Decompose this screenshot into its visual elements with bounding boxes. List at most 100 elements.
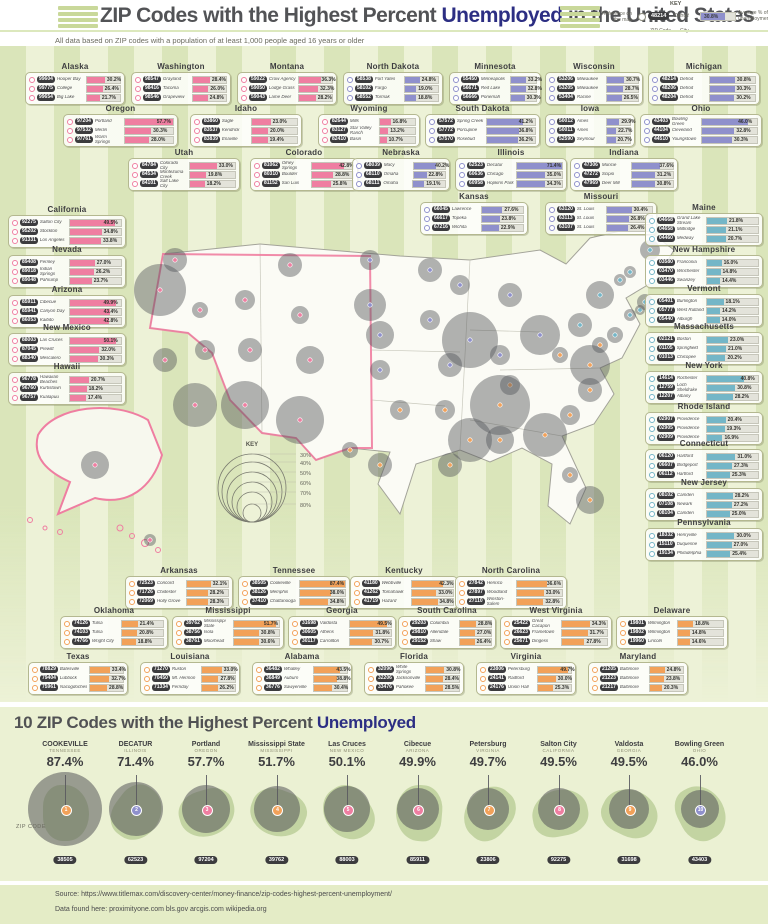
zip-row: 53205 Milwaukee 28.7% — [549, 84, 639, 93]
pct-label: 34.3% — [591, 620, 606, 627]
map-marker-dot — [627, 269, 633, 275]
zip-row: 67216 Wichita 22.9% — [424, 223, 524, 232]
zip-pill: 59050 — [249, 85, 267, 92]
map-reference-icon — [347, 85, 353, 92]
state-box: 38505 Cookeville 87.4% 38126 Memphis 38.0% 374… — [238, 576, 350, 609]
zip-pill: 99604 — [37, 76, 55, 83]
pct-label: 27.8% — [220, 675, 235, 682]
page-title-highlight: Unemployed — [441, 4, 564, 27]
unemployment-bar — [425, 666, 445, 673]
unemployment-bar — [516, 589, 544, 596]
top10-title: 10 ZIP Codes with the Highest Percent Un… — [14, 713, 416, 733]
bubble-layer — [81, 240, 660, 546]
bar-track: 20.7% — [705, 234, 759, 243]
pct-label: 30.3% — [99, 355, 114, 362]
zip-row: 47306 Muncie 37.6% — [574, 161, 674, 170]
unemployment-bar — [481, 206, 503, 213]
city-label: Mescalero — [39, 356, 61, 361]
zip-pill: 63120 — [557, 206, 575, 213]
unemployment-bar — [189, 171, 206, 178]
key-scale-circle — [242, 503, 262, 523]
city-label: Ames — [576, 119, 589, 124]
bar-track: 43.4% — [68, 307, 122, 316]
map-reference-icon — [322, 136, 328, 143]
bar-track: 34.3% — [515, 179, 563, 188]
city-label: Chattanooga — [269, 599, 296, 604]
map-marker-dot — [557, 352, 563, 358]
pct-label: 43.4% — [103, 308, 118, 315]
zip-pill: 83839 — [202, 136, 220, 143]
zip-pill: 30117 — [300, 638, 318, 645]
bar-track: 57.7% — [123, 117, 174, 126]
city-label: Detroit — [679, 86, 694, 91]
unemployment-bar — [649, 666, 665, 673]
unemployment-bar — [706, 345, 727, 352]
bar-track: 34.8% — [68, 227, 122, 236]
city-label: Moorhead — [203, 639, 225, 644]
unemployment-bar — [537, 684, 553, 691]
city-label: Omaha — [383, 181, 399, 186]
city-label: Milwaukee — [576, 77, 599, 82]
city-label: Henrico — [486, 581, 503, 586]
pct-label: 20.7% — [617, 136, 632, 143]
zip-row: 39762 Mississippi State 51.7% — [176, 619, 280, 628]
rank-dot: 8 — [554, 804, 565, 816]
map-reference-icon — [644, 127, 650, 134]
zip-pill: 62523 — [467, 162, 485, 169]
state-box: 83860 Sagle 23.0% 83537 Kendrick 20.0% 83839 En… — [190, 114, 302, 147]
zip-row: 71270 Ruston 33.0% — [144, 665, 238, 674]
pct-label: 30.7% — [374, 638, 389, 645]
zip-pill: 97204 — [75, 118, 93, 125]
map-bubble — [568, 313, 592, 337]
city-label: Baltimore — [619, 676, 639, 681]
zip-row: 87045 Prewitt 32.0% — [12, 345, 122, 354]
city-label: Mills — [349, 119, 359, 124]
city-label: Grayland — [162, 77, 182, 82]
unemployment-bar — [561, 629, 588, 636]
map-bubble — [81, 451, 109, 479]
zip-pill: 97532 — [75, 127, 93, 134]
map-marker-dot — [367, 302, 373, 308]
unemployment-bar — [413, 171, 427, 178]
top10-bubble: 4 — [241, 775, 313, 851]
map-reference-icon — [368, 675, 374, 682]
zip-pill: 85941 — [20, 308, 38, 315]
bar-track: 37.6% — [630, 161, 674, 170]
city-label: Cookeville — [269, 581, 291, 586]
top10-state: NEW MEXICO — [329, 748, 365, 754]
zip-row: 71334 Ferriday 26.2% — [144, 683, 236, 692]
zip-row: 04460 Medway 20.7% — [649, 234, 759, 243]
pct-label: 32.8% — [527, 85, 542, 92]
zip-row: 78829 Batesville 33.4% — [32, 665, 126, 674]
map-reference-icon — [67, 127, 73, 134]
city-label: Frametown — [531, 630, 555, 635]
map-reference-icon — [620, 620, 626, 627]
map-marker-dot — [467, 437, 473, 443]
rank-dot: 7 — [483, 804, 495, 816]
map-reference-icon — [132, 180, 138, 187]
bar-track: 30.2% — [708, 93, 756, 102]
zip-pill: 29810 — [410, 629, 428, 636]
city-label: Memphis — [269, 590, 289, 595]
state-block-new-mexico: New Mexico 88003 Las Cruces 50.1% 87045 Prewi… — [8, 323, 126, 366]
pct-label: 21.7% — [101, 94, 117, 101]
top10-bubble: 2 — [100, 775, 172, 851]
zip-pill: 88340 — [20, 355, 38, 362]
unemployment-bar — [299, 598, 329, 605]
rank-dot: 3 — [201, 804, 213, 816]
pct-label: 23.0% — [272, 118, 287, 125]
state-name: Virginia — [510, 652, 542, 661]
state-box: 32096 White Springs 30.8% 32206 Jacksonville… — [364, 662, 464, 695]
bar-track: 18.8% — [676, 619, 724, 628]
map-reference-icon — [649, 259, 655, 266]
unemployment-bar — [486, 127, 519, 134]
bar-track: 23.0% — [705, 335, 759, 344]
pct-label: 16.8% — [392, 118, 407, 125]
unemployment-bar — [124, 136, 150, 143]
top10-zip-pill: 39762 — [264, 856, 289, 864]
top10-item-portland: Portland OREGON 57.7% 3 97204 — [170, 741, 242, 873]
city-label: Valdosta — [319, 621, 338, 626]
source-line: Source: https://www.titlemax.com/discove… — [55, 891, 392, 898]
city-label: Rosebud — [456, 137, 475, 142]
zip-pill: 03470 — [657, 268, 675, 275]
